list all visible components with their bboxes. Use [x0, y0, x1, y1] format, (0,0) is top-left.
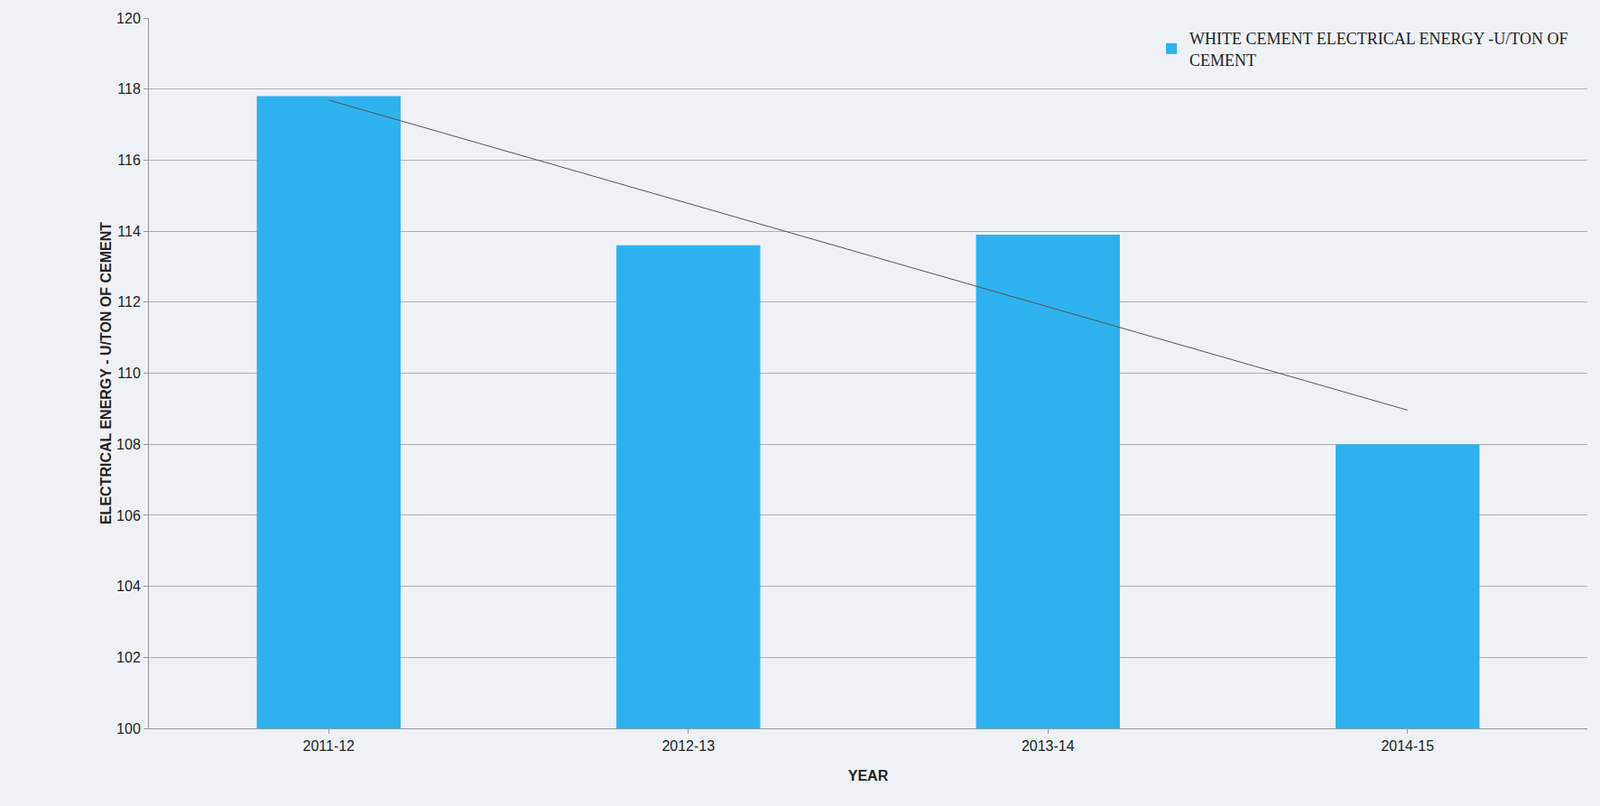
svg-text:114: 114	[117, 223, 141, 240]
svg-text:116: 116	[117, 152, 141, 168]
svg-text:106: 106	[116, 508, 141, 524]
svg-text:120: 120	[116, 10, 141, 27]
svg-text:112: 112	[117, 294, 141, 310]
svg-text:110: 110	[117, 365, 141, 381]
svg-text:2012-13: 2012-13	[661, 738, 715, 754]
svg-text:118: 118	[117, 81, 141, 97]
svg-text:ELECTRICAL ENERGY - U/TON OF C: ELECTRICAL ENERGY - U/TON OF CEMENT	[98, 221, 114, 525]
svg-text:2011-12: 2011-12	[302, 738, 355, 754]
svg-text:100: 100	[116, 721, 141, 737]
svg-text:104: 104	[116, 578, 141, 594]
svg-text:YEAR: YEAR	[848, 767, 889, 784]
svg-text:102: 102	[116, 649, 141, 666]
svg-text:2013-14: 2013-14	[1021, 738, 1075, 754]
svg-text:WHITE CEMENT ELECTRICAL ENERGY: WHITE CEMENT ELECTRICAL ENERGY -U/TON OF…	[1189, 29, 1568, 69]
svg-text:108: 108	[116, 436, 141, 453]
svg-text:2014-15: 2014-15	[1380, 738, 1434, 754]
